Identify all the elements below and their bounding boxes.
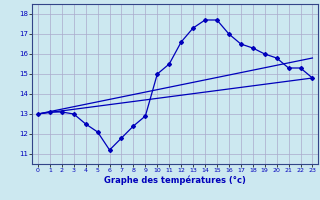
X-axis label: Graphe des températures (°c): Graphe des températures (°c) bbox=[104, 176, 246, 185]
